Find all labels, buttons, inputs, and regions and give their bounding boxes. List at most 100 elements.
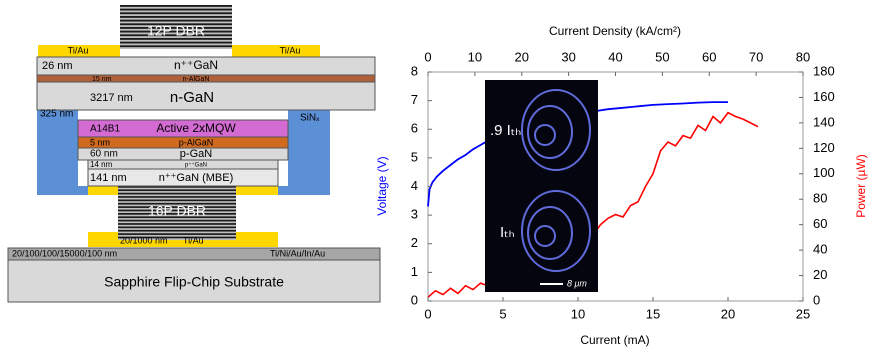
layer-name: SiNₓ — [300, 113, 320, 124]
y2-tick-label: 80 — [813, 191, 827, 206]
y-tick-label: 7 — [411, 92, 418, 107]
dbr-stripe — [120, 32, 232, 35]
dbr-stripe — [118, 231, 236, 234]
dbr-stripe — [118, 214, 236, 217]
sinx-right — [278, 100, 330, 195]
contact — [38, 45, 120, 57]
dbr-stripe — [120, 43, 232, 46]
device-diagram: Ti/Au Ti/Au 26 nm n⁺⁺GaN 15 nm n-AlGaN 3… — [7, 5, 381, 303]
ring — [527, 105, 573, 159]
x-axis-label: Current (mA) — [580, 333, 649, 347]
chart: Current (mA) Current Density (kA/cm²) Vo… — [375, 24, 868, 347]
thickness: 325 nm — [40, 109, 73, 120]
dbr-stripe — [118, 211, 236, 213]
layer-name: n-GaN — [170, 89, 214, 106]
y2-tick-label: 0 — [813, 292, 820, 307]
dbr-stripe — [120, 17, 232, 20]
axes: 0 5 10 15 20 250 10 20 30 40 50 60 70 800123456780204… — [411, 49, 835, 321]
x2-axis-label: Current Density (kA/cm²) — [549, 24, 681, 38]
y-tick-label: 2 — [411, 235, 418, 250]
dbr-stripe — [120, 47, 232, 49]
dbr-stripe — [118, 221, 236, 224]
x-tick-label: 20 — [721, 306, 735, 321]
x-tick-label: 5 — [499, 306, 506, 321]
y-tick-label: 5 — [411, 149, 418, 164]
dbr-stripe — [118, 191, 236, 193]
thickness: 14 nm — [90, 160, 113, 169]
dbr-label: 12P DBR — [147, 23, 205, 39]
layer — [36, 81, 376, 111]
dbr-stripe — [118, 218, 236, 220]
layer-name: p⁺⁺GaN — [185, 162, 207, 169]
inset-label: 8 μm — [567, 278, 587, 288]
dbr-stripe — [118, 197, 236, 200]
thickness: 20/1000 nm — [120, 235, 168, 245]
y-tick-label: 3 — [411, 207, 418, 222]
y2-tick-label: 20 — [813, 267, 827, 282]
dbr-stripe — [118, 224, 236, 227]
dbr-stripe — [118, 187, 236, 190]
substrate-label: Sapphire Flip-Chip Substrate — [104, 274, 284, 290]
layer-name: Active 2xMQW — [156, 121, 236, 135]
layer-name: n⁺⁺GaN — [174, 58, 218, 72]
x-tick-label: 15 — [646, 306, 660, 321]
dbr-stripe — [118, 238, 236, 240]
dbr-stripe — [120, 6, 232, 9]
y-axis-label: Voltage (V) — [375, 156, 389, 215]
ring — [534, 225, 556, 247]
thickness: 3217 nm — [90, 92, 133, 104]
inset-image — [485, 80, 598, 292]
x-tick-label: 25 — [796, 306, 810, 321]
layer-name: n⁺⁺GaN (MBE) — [159, 172, 234, 184]
sinx-left — [37, 100, 88, 195]
contact-label: Ti/Au — [280, 45, 301, 55]
contact — [232, 45, 320, 57]
dbr-stripe — [120, 39, 232, 42]
y2-tick-label: 100 — [813, 165, 835, 180]
thickness: 141 nm — [90, 172, 127, 184]
y2-tick-label: 60 — [813, 216, 827, 231]
plot-frame — [427, 71, 804, 302]
x2-tick-label: 60 — [702, 49, 716, 64]
dbr-stripe — [118, 207, 236, 210]
y2-axis-label: Power (µW) — [854, 154, 868, 218]
y-tick-label: 8 — [411, 63, 418, 78]
layer-name: n-AlGaN — [183, 76, 210, 83]
contact-label: Ti/Au — [68, 45, 89, 55]
layer — [87, 168, 279, 187]
dbr-stripe — [120, 25, 232, 27]
layer-name: p-AlGaN — [179, 137, 214, 147]
dbr-stripe — [120, 21, 232, 24]
dbr-stripe — [118, 228, 236, 230]
x2-tick-label: 10 — [468, 49, 482, 64]
dbr-label: 16P DBR — [148, 203, 206, 219]
y2-tick-label: 180 — [813, 63, 835, 78]
dbr-stripe — [118, 194, 236, 197]
thickness: A14B1 — [90, 124, 120, 135]
layer — [87, 159, 279, 170]
y2-tick-label: 140 — [813, 114, 835, 129]
y2-tick-label: 120 — [813, 140, 835, 155]
x2-tick-label: 80 — [796, 49, 810, 64]
thickness: 26 nm — [42, 60, 73, 72]
y-tick-label: 4 — [411, 178, 418, 193]
bonding-layer — [7, 247, 381, 261]
ring — [534, 124, 556, 146]
ring — [521, 190, 591, 272]
inset-label: .9 Iₜₕ — [490, 122, 521, 139]
layer-name: Ti/Au — [183, 235, 204, 245]
thickness: 15 nm — [92, 76, 112, 83]
y-tick-label: 0 — [411, 292, 418, 307]
ring — [527, 206, 573, 260]
dbr-stripe — [118, 204, 236, 207]
substrate — [7, 259, 381, 303]
thickness: 20/100/100/15000/100 nm — [12, 248, 117, 258]
thickness: 60 nm — [90, 149, 118, 160]
dbr-stripe — [118, 201, 236, 203]
inset: .9 Iₜₕ Iₜₕ 8 μm — [485, 80, 598, 292]
layer-name: p-GaN — [180, 148, 212, 160]
x2-tick-label: 30 — [561, 49, 575, 64]
dbr-stripe — [120, 28, 232, 31]
x2-tick-label: 40 — [608, 49, 622, 64]
